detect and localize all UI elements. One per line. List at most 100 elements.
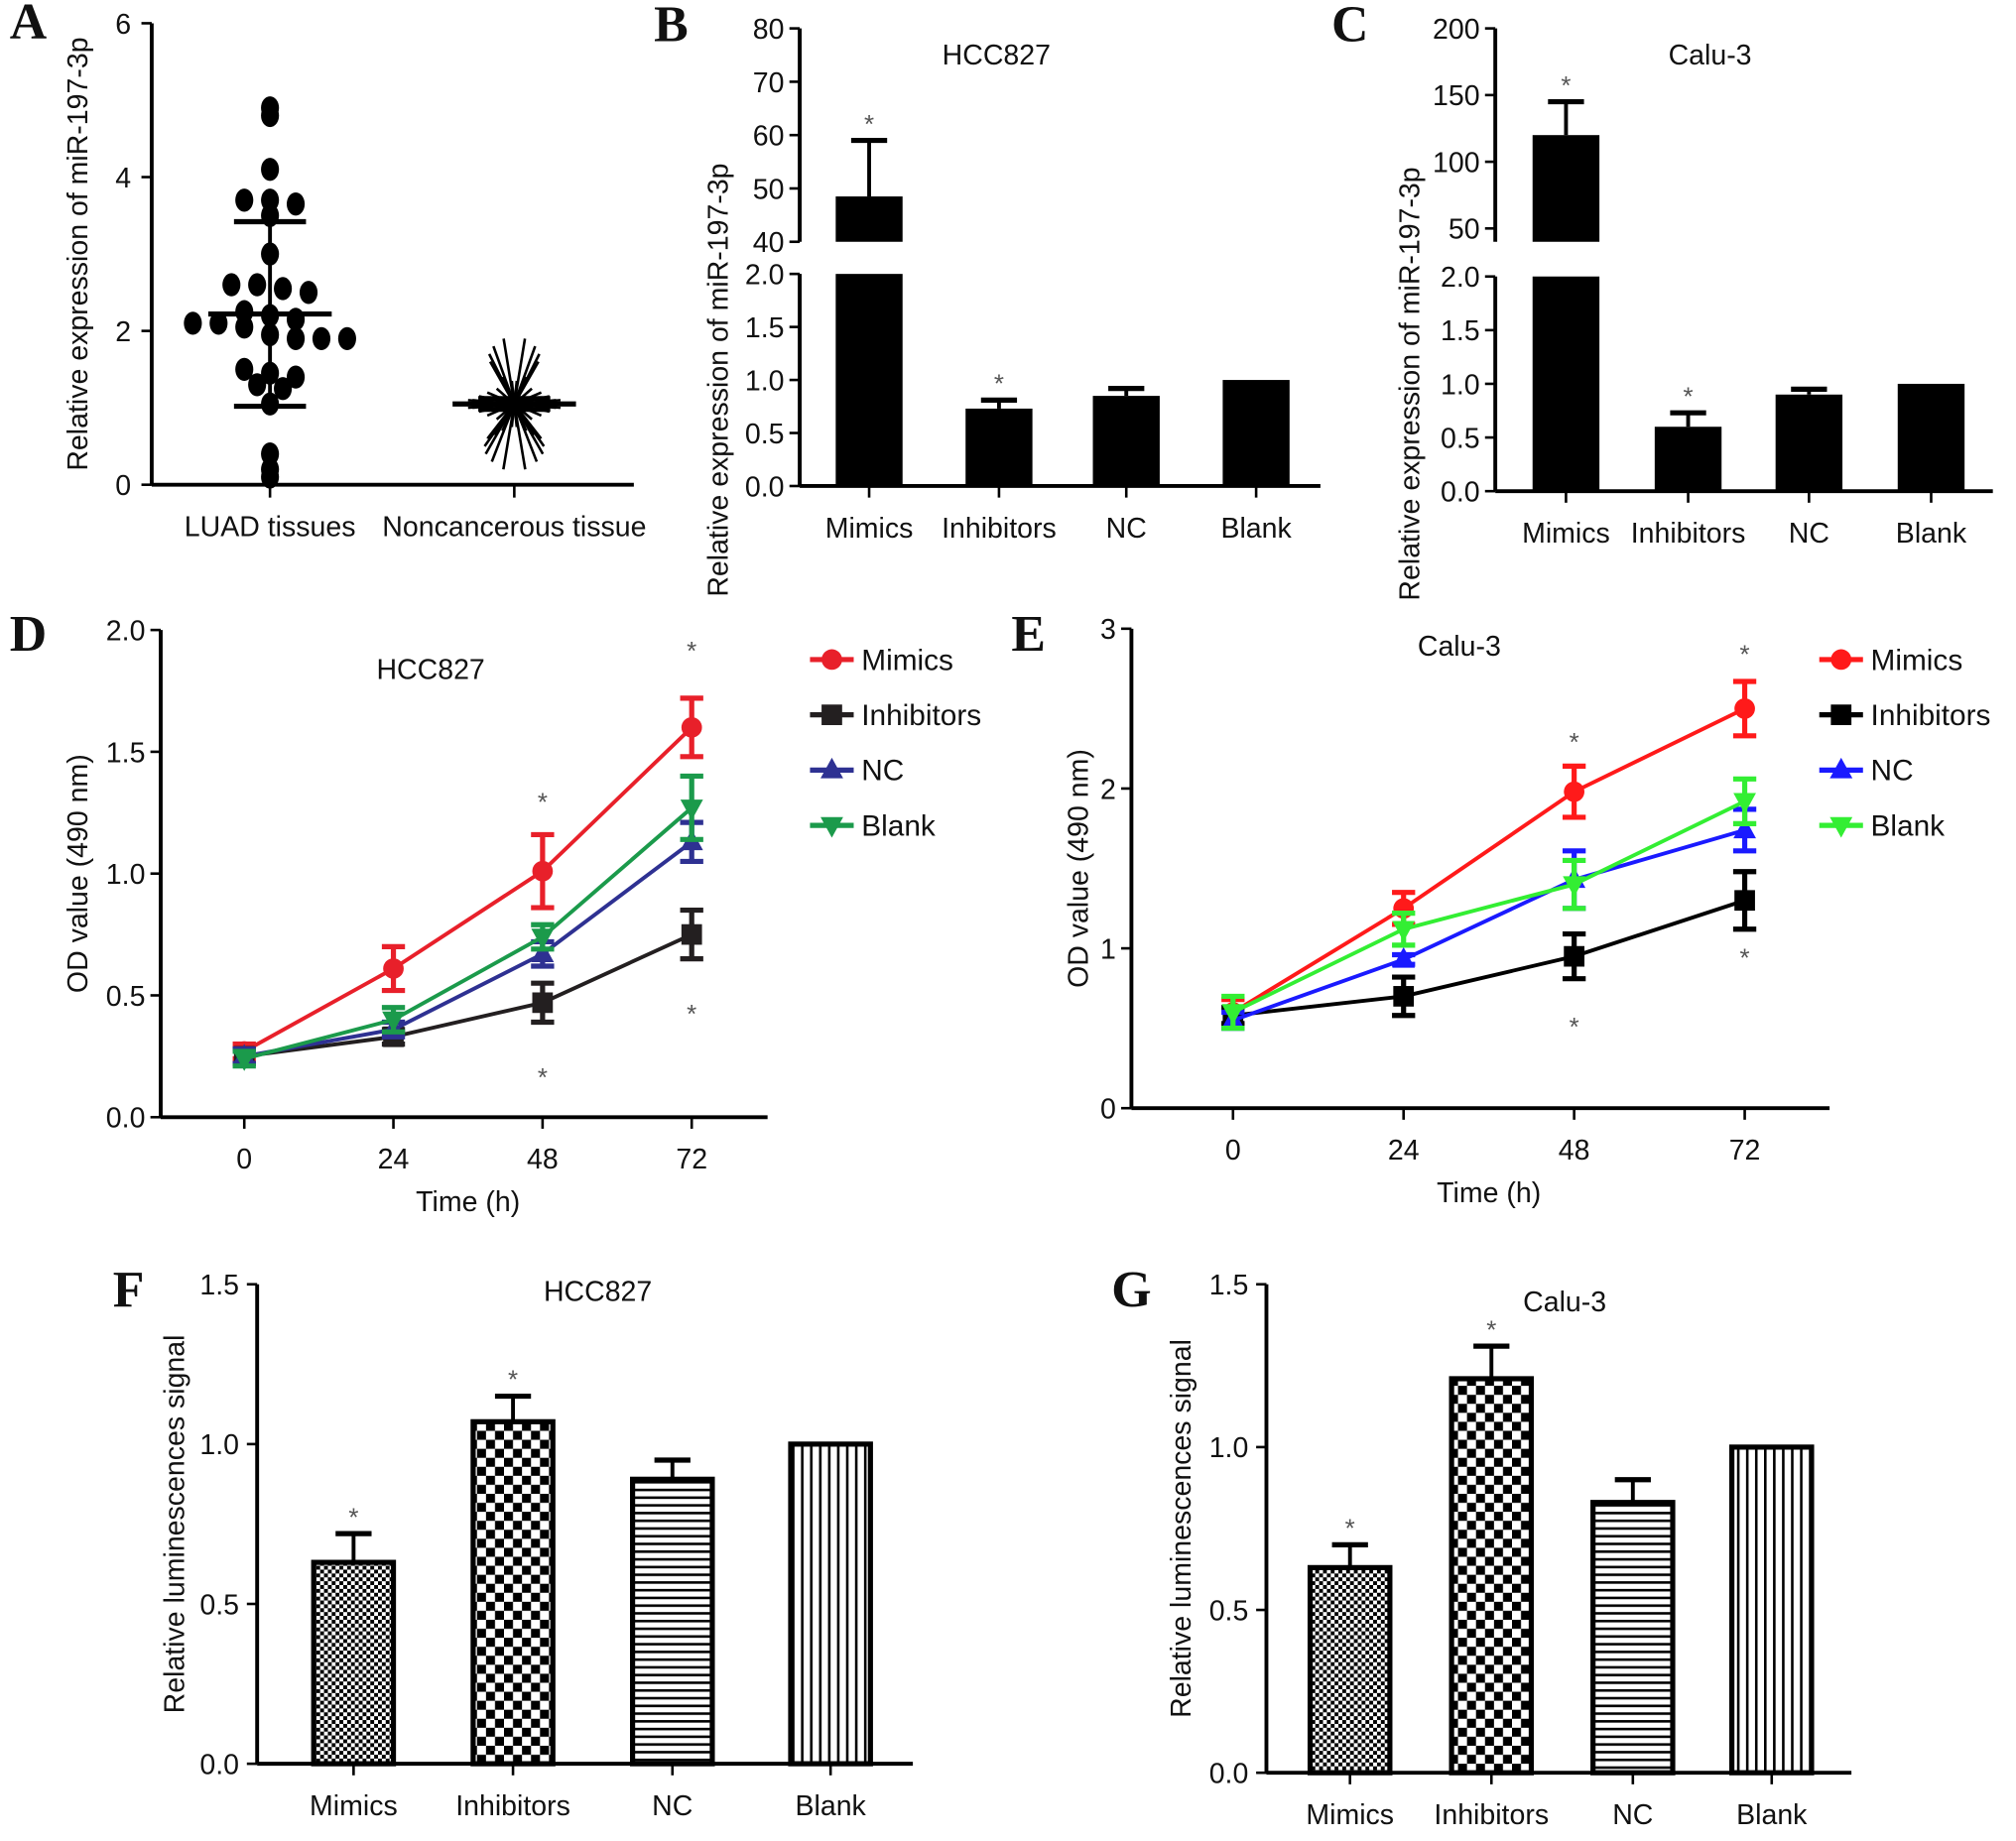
panel-f: F HCC827 Relative luminescences signal 0.0 0…	[113, 1262, 914, 1822]
x-tick-label: LUAD tissues	[185, 512, 356, 544]
panel-label: E	[1011, 606, 1046, 663]
bar-blank	[1222, 380, 1290, 486]
legend-item-nc: NC	[1819, 755, 1914, 788]
data-point	[531, 941, 555, 963]
y-tick-label: 1.5	[1441, 315, 1480, 347]
significance-marker: *	[1486, 1316, 1496, 1344]
data-point	[1393, 986, 1415, 1007]
series-line	[243, 725, 693, 1053]
x-tick-label: 24	[1388, 1135, 1420, 1166]
y-tick-label: 80	[753, 14, 785, 46]
y-tick-label: 40	[753, 227, 785, 259]
legend-item-nc: NC	[810, 755, 904, 788]
data-point	[274, 377, 293, 401]
y-tick-label: 1.5	[199, 1270, 239, 1301]
legend-item-inhibitors: Inhibitors	[1819, 699, 1990, 732]
data-point	[1392, 920, 1416, 942]
bar-mimics-upper	[835, 196, 903, 242]
significance-marker: *	[687, 638, 696, 666]
x-tick-label: 0	[236, 1144, 252, 1175]
y-tick-label: 0.0	[1441, 477, 1480, 509]
data-point	[235, 315, 254, 339]
series-line	[243, 840, 693, 1058]
panel-label: D	[10, 606, 47, 663]
y-tick-label: 0.0	[745, 471, 785, 503]
y-tick-label: 0.5	[1441, 423, 1480, 454]
data-point	[184, 311, 202, 335]
data-point	[502, 338, 516, 405]
legend-marker	[820, 757, 843, 779]
x-tick-label: Mimics	[825, 513, 914, 545]
x-tick-label: NC	[1612, 1799, 1653, 1831]
data-point	[209, 311, 228, 335]
data-point	[1564, 781, 1585, 802]
significance-marker: *	[1570, 1014, 1579, 1042]
x-tick-label: 48	[527, 1144, 559, 1175]
y-tick-label: 2.0	[106, 615, 146, 647]
series-blank	[232, 773, 703, 1071]
y-axis-label: Relative expression of miR-197-3p	[1395, 167, 1427, 600]
data-point	[1221, 1004, 1245, 1025]
x-tick-label: NC	[1789, 518, 1829, 550]
legend-marker	[1829, 816, 1853, 838]
y-tick-label: 0.0	[106, 1103, 146, 1135]
y-tick-label: 200	[1433, 14, 1480, 46]
legend-item-blank: Blank	[1819, 809, 1945, 842]
y-tick-label: 0.5	[199, 1589, 239, 1621]
y-tick-label: 2.0	[1441, 262, 1480, 294]
panel-a: A Relative expression of miR-197-3p 0 2 4 6 LU…	[10, 0, 647, 544]
y-tick-label: 0	[1100, 1094, 1116, 1126]
y-tick-label: 1.0	[1209, 1432, 1249, 1464]
chart-title: HCC827	[544, 1277, 652, 1308]
panel-e: E Calu-3 OD value (490 nm) Time (h) 0 1 2 3 0 24 4…	[1011, 606, 1990, 1209]
data-point	[532, 992, 554, 1014]
y-tick-label: 1.0	[745, 365, 785, 397]
data-point	[261, 465, 280, 489]
data-point	[1734, 890, 1755, 912]
y-tick-label: 100	[1433, 147, 1480, 179]
data-point	[532, 860, 554, 882]
chart-title: Calu-3	[1523, 1287, 1606, 1318]
legend-marker	[1830, 649, 1852, 671]
significance-marker: *	[1740, 945, 1750, 973]
legend-label: Inhibitors	[861, 699, 981, 732]
data-point	[235, 188, 254, 212]
significance-marker: *	[538, 1064, 548, 1092]
bar-mimics-lower	[835, 274, 903, 486]
y-tick-label: 50	[1449, 214, 1480, 246]
data-point	[531, 928, 555, 949]
significance-marker: *	[994, 371, 1004, 399]
bar-blank	[788, 1441, 873, 1767]
data-point	[337, 326, 356, 351]
x-tick-label: Noncancerous tissue	[382, 512, 646, 544]
x-tick-label: 72	[676, 1144, 707, 1175]
legend-item-mimics: Mimics	[810, 644, 953, 676]
panel-label: G	[1111, 1262, 1151, 1318]
chart-title: HCC827	[943, 40, 1051, 71]
data-point	[1563, 876, 1586, 898]
significance-marker: *	[864, 111, 874, 139]
panel-g: G Calu-3 Relative luminescences signal 0.0 0…	[1111, 1262, 1852, 1831]
y-tick-label: 60	[753, 121, 785, 153]
data-point	[513, 345, 537, 405]
y-tick-label: 2	[1100, 774, 1116, 805]
data-point	[383, 958, 404, 979]
panel-label: A	[10, 0, 48, 51]
panel-label: F	[113, 1262, 145, 1318]
series-line	[1232, 827, 1746, 1023]
y-axis-label: OD value (490 nm)	[63, 754, 94, 993]
legend-label: Blank	[861, 809, 936, 842]
y-tick-label: 0.5	[106, 981, 146, 1013]
significance-marker: *	[1570, 729, 1579, 757]
data-point	[261, 158, 280, 182]
legend-marker	[1829, 757, 1853, 779]
y-tick-label: 1.5	[745, 312, 785, 344]
legend-marker	[821, 649, 842, 671]
data-point	[1733, 817, 1756, 839]
data-point	[274, 277, 293, 301]
legend-label: Mimics	[1871, 644, 1963, 676]
bar-nc	[1590, 1500, 1676, 1776]
bar-blank	[1729, 1444, 1815, 1776]
data-point	[312, 326, 331, 351]
data-point	[286, 365, 306, 389]
